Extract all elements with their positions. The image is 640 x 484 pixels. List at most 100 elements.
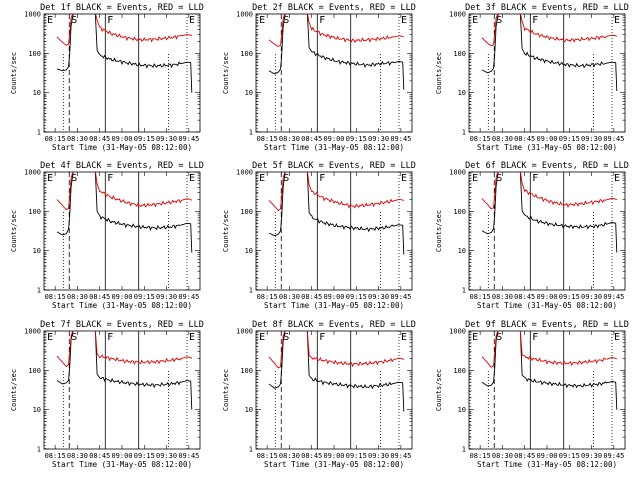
interval-marker-label: S xyxy=(496,332,502,343)
x-tick-label: 08:45 xyxy=(514,452,535,460)
y-tick-label: 1 xyxy=(249,287,253,295)
x-tick-label: 09:45 xyxy=(178,452,199,460)
panel-det-4: Det 4f BLACK = Events, RED = LLD 1 10 100 10… xyxy=(10,161,204,310)
plot-frame xyxy=(43,13,201,133)
interval-marker-label: F xyxy=(107,173,113,184)
x-axis-label: Start Time (31-May-05 08:12:00) xyxy=(52,143,192,152)
interval-marker-label: E xyxy=(259,15,265,26)
y-tick-label: 1000 xyxy=(236,11,253,19)
x-tick-label: 09:30 xyxy=(156,452,177,460)
panel-title: Det 3f BLACK = Events, RED = LLD xyxy=(465,3,629,13)
x-axis-label: Start Time (31-May-05 08:12:00) xyxy=(264,301,404,310)
interval-marker-label: E xyxy=(189,173,195,184)
y-tick-label: 10 xyxy=(245,406,253,414)
interval-marker-label: F xyxy=(532,15,538,26)
x-tick-label: 08:30 xyxy=(279,135,300,143)
interval-marker-label: E xyxy=(614,15,620,26)
x-tick-label: 08:15 xyxy=(257,293,278,301)
panel-title: Det 7f BLACK = Events, RED = LLD xyxy=(40,320,204,330)
events-series-line xyxy=(56,331,193,410)
interval-marker-label: E xyxy=(47,332,53,343)
x-tick-label: 08:30 xyxy=(67,452,88,460)
x-tick-label: 08:30 xyxy=(279,452,300,460)
x-axis-label: Start Time (31-May-05 08:12:00) xyxy=(264,143,404,152)
x-tick-label: 09:00 xyxy=(536,135,557,143)
x-tick-label: 09:00 xyxy=(536,293,557,301)
interval-marker-label: F xyxy=(319,15,325,26)
x-tick-label: 09:15 xyxy=(559,135,580,143)
x-tick-label: 09:00 xyxy=(111,135,132,143)
x-tick-label: 09:30 xyxy=(581,293,602,301)
x-tick-label: 09:45 xyxy=(603,135,624,143)
y-tick-label: 10 xyxy=(458,247,466,255)
x-tick-label: 09:45 xyxy=(603,452,624,460)
panel-det-9: Det 9f BLACK = Events, RED = LLD 1 10 100 10… xyxy=(435,320,629,469)
x-axis-label: Start Time (31-May-05 08:12:00) xyxy=(477,143,617,152)
events-series-line xyxy=(481,14,618,92)
panel-det-1: Det 1f BLACK = Events, RED = LLD 1 10 100 10… xyxy=(10,3,204,152)
x-tick-label: 09:15 xyxy=(559,293,580,301)
interval-marker-label: F xyxy=(532,332,538,343)
events-series-line xyxy=(481,172,618,253)
y-tick-label: 1000 xyxy=(24,11,41,19)
x-tick-label: 08:30 xyxy=(492,135,513,143)
x-axis-label: Start Time (31-May-05 08:12:00) xyxy=(52,301,192,310)
interval-marker-label: E xyxy=(472,332,478,343)
panel-det-7: Det 7f BLACK = Events, RED = LLD 1 10 100 10… xyxy=(10,320,204,469)
y-tick-label: 10 xyxy=(33,406,41,414)
x-tick-label: 08:45 xyxy=(89,293,110,301)
y-tick-label: 1 xyxy=(462,129,466,137)
interval-marker-label: S xyxy=(71,173,77,184)
x-tick-label: 09:15 xyxy=(346,135,367,143)
y-tick-label: 1000 xyxy=(24,169,41,177)
interval-marker-label: E xyxy=(401,15,407,26)
x-tick-label: 09:45 xyxy=(390,293,411,301)
y-tick-label: 100 xyxy=(453,50,466,58)
interval-marker-label: S xyxy=(71,15,77,26)
x-tick-label: 09:45 xyxy=(178,293,199,301)
events-series-line xyxy=(268,14,405,90)
y-tick-label: 10 xyxy=(245,89,253,97)
y-tick-label: 1000 xyxy=(24,328,41,336)
y-axis-label: Counts/sec xyxy=(222,52,230,94)
events-series-line xyxy=(268,172,405,255)
y-tick-label: 10 xyxy=(458,89,466,97)
y-tick-label: 100 xyxy=(453,208,466,216)
y-tick-label: 1000 xyxy=(449,328,466,336)
panel-det-6: Det 6f BLACK = Events, RED = LLD 1 10 100 10… xyxy=(435,161,629,310)
x-tick-label: 09:15 xyxy=(346,452,367,460)
y-tick-label: 1 xyxy=(462,287,466,295)
x-axis-label: Start Time (31-May-05 08:12:00) xyxy=(477,301,617,310)
plot-frame xyxy=(468,13,626,133)
panel-title: Det 2f BLACK = Events, RED = LLD xyxy=(252,3,416,13)
panel-title: Det 5f BLACK = Events, RED = LLD xyxy=(252,161,416,171)
x-axis-label: Start Time (31-May-05 08:12:00) xyxy=(52,460,192,469)
y-tick-label: 100 xyxy=(240,367,253,375)
events-series-line xyxy=(56,172,193,253)
y-tick-label: 1000 xyxy=(449,169,466,177)
y-tick-label: 1 xyxy=(462,446,466,454)
interval-marker-label: E xyxy=(472,15,478,26)
interval-marker-label: E xyxy=(401,332,407,343)
panel-det-8: Det 8f BLACK = Events, RED = LLD 1 10 100 10… xyxy=(222,320,416,469)
x-tick-label: 08:45 xyxy=(89,135,110,143)
y-tick-label: 1000 xyxy=(449,11,466,19)
x-tick-label: 08:45 xyxy=(301,452,322,460)
lld-series-line xyxy=(481,172,618,210)
x-tick-label: 08:30 xyxy=(67,135,88,143)
y-tick-label: 1 xyxy=(249,129,253,137)
x-tick-label: 08:15 xyxy=(470,293,491,301)
x-tick-label: 08:15 xyxy=(45,452,66,460)
y-axis-label: Counts/sec xyxy=(10,210,18,252)
y-tick-label: 100 xyxy=(28,50,41,58)
x-tick-label: 08:15 xyxy=(257,135,278,143)
x-tick-label: 09:00 xyxy=(111,452,132,460)
x-tick-label: 09:15 xyxy=(134,452,155,460)
plot-frame xyxy=(255,171,413,291)
y-tick-label: 1 xyxy=(37,446,41,454)
interval-marker-label: F xyxy=(319,332,325,343)
x-tick-label: 09:15 xyxy=(346,293,367,301)
interval-marker-label: F xyxy=(319,173,325,184)
lld-series-line xyxy=(268,172,405,212)
